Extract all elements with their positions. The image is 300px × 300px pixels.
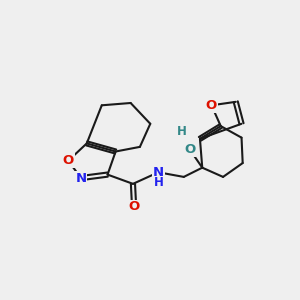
Text: O: O [206, 99, 217, 112]
Text: O: O [184, 143, 195, 156]
Text: H: H [176, 125, 186, 138]
Text: O: O [128, 200, 140, 213]
Text: H: H [153, 176, 163, 189]
Text: N: N [153, 166, 164, 179]
Text: N: N [75, 172, 86, 184]
Text: O: O [63, 154, 74, 167]
